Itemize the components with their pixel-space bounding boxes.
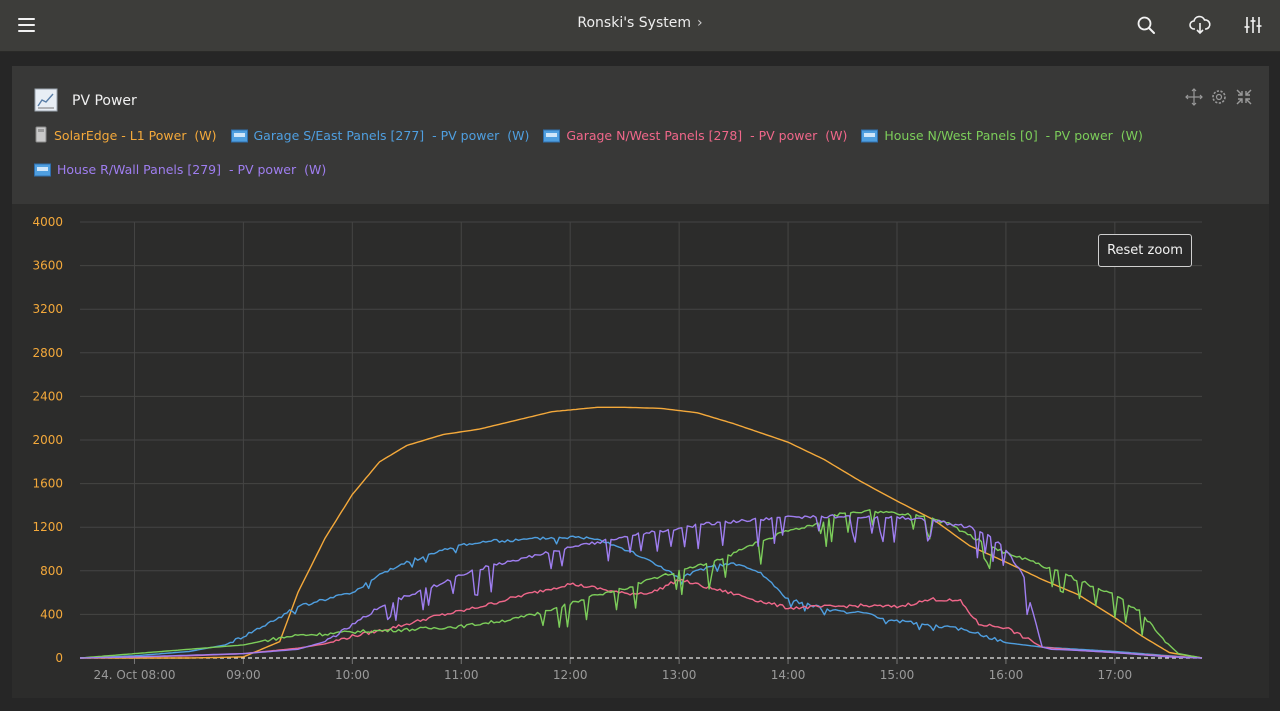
- y-tick-label: 1600: [32, 477, 63, 491]
- sliders-icon[interactable]: [1241, 13, 1265, 37]
- top-bar: Ronski's System ›: [0, 0, 1280, 52]
- x-tick-label: 17:00: [1098, 668, 1133, 682]
- reset-zoom-button[interactable]: Reset zoom: [1098, 234, 1192, 267]
- x-tick-label: 09:00: [226, 668, 261, 682]
- gear-icon[interactable]: [1210, 88, 1228, 106]
- system-name[interactable]: Ronski's System: [577, 15, 692, 31]
- y-tick-label: 1200: [32, 520, 63, 534]
- legend-item-house-rwall[interactable]: House R/Wall Panels [279] - PV power (W): [34, 154, 326, 188]
- legend-item-garage-nw[interactable]: Garage N/West Panels [278] - PV power (W…: [543, 120, 847, 154]
- chevron-right-icon: ›: [697, 15, 703, 31]
- legend-label-suffix: [277] - PV power (W): [386, 128, 530, 143]
- legend-label-suffix: [279] - PV power (W): [183, 162, 327, 177]
- legend-label: Garage S/East Panels: [253, 128, 387, 143]
- legend-label: House N/West Panels: [884, 128, 1017, 143]
- x-tick-label: 11:00: [444, 668, 479, 682]
- legend-item-garage-se[interactable]: Garage S/East Panels [277] - PV power (W…: [230, 120, 530, 154]
- series-line-1: [80, 406, 1203, 659]
- legend-label: House R/Wall Panels: [57, 162, 184, 177]
- y-tick-label: 0: [55, 651, 63, 665]
- series-line-4: [79, 509, 1203, 659]
- legend-item-solaredge[interactable]: SolarEdge - L1 Power (W): [34, 120, 217, 154]
- solar-charger-icon: [34, 157, 51, 188]
- x-tick-label: 14:00: [771, 668, 806, 682]
- solar-charger-icon: [861, 123, 879, 154]
- plot-background: [12, 204, 1269, 698]
- chart-legend: SolarEdge - L1 Power (W) Garage S/East P…: [34, 120, 1244, 188]
- series-line-5: [79, 514, 1203, 659]
- widget-title: PV Power: [72, 93, 137, 109]
- x-tick-label: 24. Oct 08:00: [93, 668, 175, 682]
- chart-icon: [34, 88, 58, 112]
- x-tick-label: 16:00: [989, 668, 1024, 682]
- y-tick-label: 3600: [32, 259, 63, 273]
- y-tick-label: 2800: [32, 346, 63, 360]
- solar-charger-icon: [230, 123, 248, 154]
- y-tick-label: 3200: [32, 302, 63, 316]
- move-icon[interactable]: [1185, 88, 1203, 106]
- legend-label: Garage N/West Panels: [566, 128, 705, 143]
- x-tick-label: 13:00: [662, 668, 697, 682]
- search-icon[interactable]: [1134, 13, 1158, 37]
- x-tick-label: 12:00: [553, 668, 588, 682]
- legend-item-house-nw[interactable]: House N/West Panels [0] - PV power (W): [861, 120, 1143, 154]
- legend-label-suffix: [278] - PV power (W): [704, 128, 848, 143]
- legend-label-suffix: [0] - PV power (W): [1016, 128, 1143, 143]
- y-tick-label: 2400: [32, 389, 63, 403]
- y-tick-label: 400: [40, 607, 63, 621]
- solar-charger-icon: [543, 123, 561, 154]
- x-tick-label: 15:00: [880, 668, 915, 682]
- collapse-icon[interactable]: [1235, 88, 1253, 106]
- y-tick-label: 4000: [32, 215, 63, 229]
- inverter-icon: [34, 123, 48, 154]
- x-tick-label: 10:00: [335, 668, 370, 682]
- series-line-2: [79, 535, 1203, 659]
- cloud-download-icon[interactable]: [1188, 13, 1212, 37]
- system-selector[interactable]: Ronski's System ›: [0, 15, 1280, 31]
- y-tick-label: 2000: [32, 433, 63, 447]
- legend-label-suffix: - L1 Power (W): [117, 128, 217, 143]
- legend-label: SolarEdge: [54, 128, 118, 143]
- widget-header: PV Power SolarEdge - L1 Power (W) Garage…: [12, 66, 1269, 204]
- hamburger-menu-icon[interactable]: [14, 13, 40, 39]
- y-tick-label: 800: [40, 564, 63, 578]
